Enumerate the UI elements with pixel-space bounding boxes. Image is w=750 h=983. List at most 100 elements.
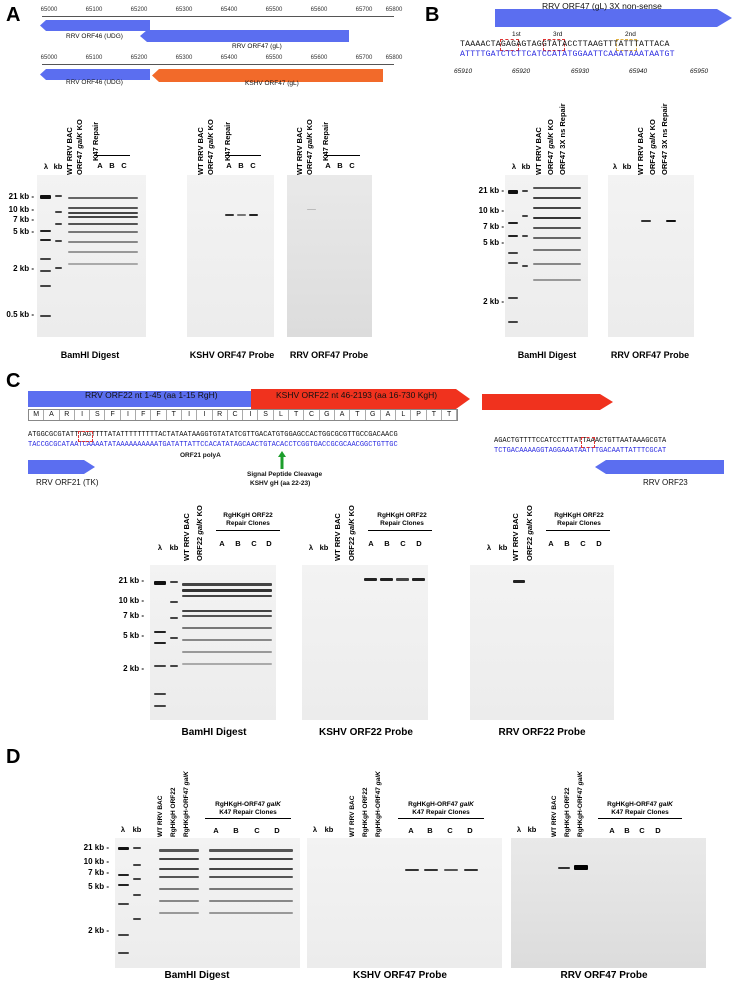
gel-band — [444, 869, 458, 871]
gel-band — [40, 270, 51, 272]
lane-header-repair: K47 Repair — [91, 121, 100, 161]
gel-band — [55, 240, 62, 242]
repair-underline — [94, 155, 130, 156]
lane-b: B — [238, 161, 244, 170]
gel-band — [424, 869, 438, 871]
gel-band — [182, 627, 272, 629]
kshv-orf22-arrow-cont — [482, 394, 613, 410]
lane-header-wt: WT RRV BAC — [196, 127, 205, 175]
lane-c: C — [400, 539, 406, 548]
lane-header-kb: kb — [521, 162, 531, 171]
lane-b: B — [384, 539, 390, 548]
lane-d: D — [467, 826, 473, 835]
lane-b: B — [427, 826, 433, 835]
gel-band — [118, 874, 129, 876]
ruler-tick: 65600 — [310, 7, 328, 13]
lane-d: D — [266, 539, 272, 548]
size-marker: 0.5 kb - — [6, 310, 34, 319]
lane-c: C — [250, 161, 256, 170]
lane-header-lambda: λ — [120, 825, 126, 834]
gel-band — [118, 934, 129, 936]
stop-1st: 1st — [512, 31, 521, 38]
lane-c: C — [121, 161, 127, 170]
lane-header-ko: ORF47 galK KO — [546, 119, 555, 175]
gel-b-bamhi — [505, 175, 588, 337]
kshv-orf22-arrow — [251, 389, 470, 409]
gel-band — [209, 868, 293, 870]
lane-header-wt: WT RRV BAC — [182, 513, 191, 561]
gel-band — [522, 215, 528, 217]
repair-title-1: RgHKgH ORF22 — [554, 512, 604, 519]
lane-header-ko: ORF47 galK KO — [75, 119, 84, 175]
ruler-a1 — [42, 16, 394, 17]
seq-c2-bottom: TCTGACAAAAGGTAGGAAATAATTTGACAATTATTTCGCA… — [494, 447, 667, 455]
gel-band — [508, 235, 518, 237]
caption-c-bamhi: BamHI Digest — [181, 727, 247, 738]
lane-header-wt: WT RRV BAC — [65, 127, 74, 175]
gel-band — [133, 864, 141, 866]
gel-band — [380, 578, 393, 581]
gel-band — [182, 639, 272, 641]
lane-header-kb: kb — [498, 543, 508, 552]
size-marker: 2 kb - — [88, 926, 109, 935]
gel-band — [68, 216, 138, 218]
gel-band — [364, 578, 377, 581]
ruler-tick: 65600 — [310, 55, 328, 61]
lane-b: B — [564, 539, 570, 548]
pos-65940: 65940 — [629, 68, 648, 75]
gel-band — [533, 227, 581, 229]
lane-header-kb: kb — [319, 543, 329, 552]
lane-c: C — [254, 826, 260, 835]
lane-header-lambda: λ — [511, 162, 517, 171]
lane-header-ko: RgHKgH-ORF47 galK — [375, 771, 382, 837]
gel-c-rrv-probe — [470, 565, 614, 720]
orf46-arrow — [40, 20, 150, 31]
gel-c-bamhi — [150, 565, 276, 720]
gel-band — [40, 285, 51, 287]
lane-header-kb: kb — [53, 162, 63, 171]
repair-underline — [205, 818, 291, 819]
gel-band — [412, 578, 425, 581]
gel-band — [133, 878, 141, 880]
lane-header-ko: ORF47 galK KO — [206, 119, 215, 175]
lane-header-ko: RgHKgH-ORF47 galK — [183, 771, 190, 837]
cleavage-arrow — [278, 451, 286, 469]
size-marker: 21 kb - — [8, 192, 34, 201]
gel-band — [68, 212, 138, 214]
gel-band — [508, 252, 518, 254]
lane-header-kb: kb — [324, 825, 334, 834]
orf46-label-2: RRV ORF46 (UDG) — [66, 79, 123, 86]
gel-band — [40, 258, 51, 260]
repair-title-2: Repair Clones — [380, 520, 424, 527]
lane-header-lambda: λ — [312, 825, 318, 834]
gel-band — [666, 220, 676, 222]
gel-band — [522, 235, 528, 237]
gel-band — [533, 249, 581, 251]
size-marker: 2 kb - — [483, 297, 504, 306]
lane-c: C — [580, 539, 586, 548]
lane-header-kb: kb — [169, 543, 179, 552]
lane-header-kb: kb — [527, 825, 537, 834]
gel-band — [405, 869, 419, 871]
kshv-orf47-label: KSHV ORF47 (gL) — [245, 80, 299, 87]
size-marker: 5 kb - — [88, 882, 109, 891]
lane-a: A — [408, 826, 414, 835]
repair-title-1: RgHKgH-ORF47 galK — [408, 801, 474, 808]
panel-label-b: B — [425, 4, 440, 26]
lane-d: D — [655, 826, 661, 835]
gel-band — [533, 187, 581, 189]
rrv-orf22-label: RRV ORF22 nt 1-45 (aa 1-15 RgH) — [85, 390, 218, 400]
size-marker: 2 kb - — [123, 664, 144, 673]
lane-header-lambda: λ — [516, 825, 522, 834]
ruler-tick: 65300 — [175, 55, 193, 61]
lane-a: A — [213, 826, 219, 835]
lane-header-wt: WT RRV BAC — [551, 795, 558, 837]
gel-band — [209, 876, 293, 878]
seq-b-top: TAAAACTAGAGAGTAGGTATACCTTAAGTTTATTTATTAC… — [460, 40, 670, 49]
gel-d-bamhi — [115, 838, 300, 968]
gel-band — [533, 279, 581, 281]
gel-band — [508, 262, 518, 264]
size-marker: 10 kb - — [8, 205, 34, 214]
gel-band — [170, 617, 178, 619]
gel-band — [533, 263, 581, 265]
